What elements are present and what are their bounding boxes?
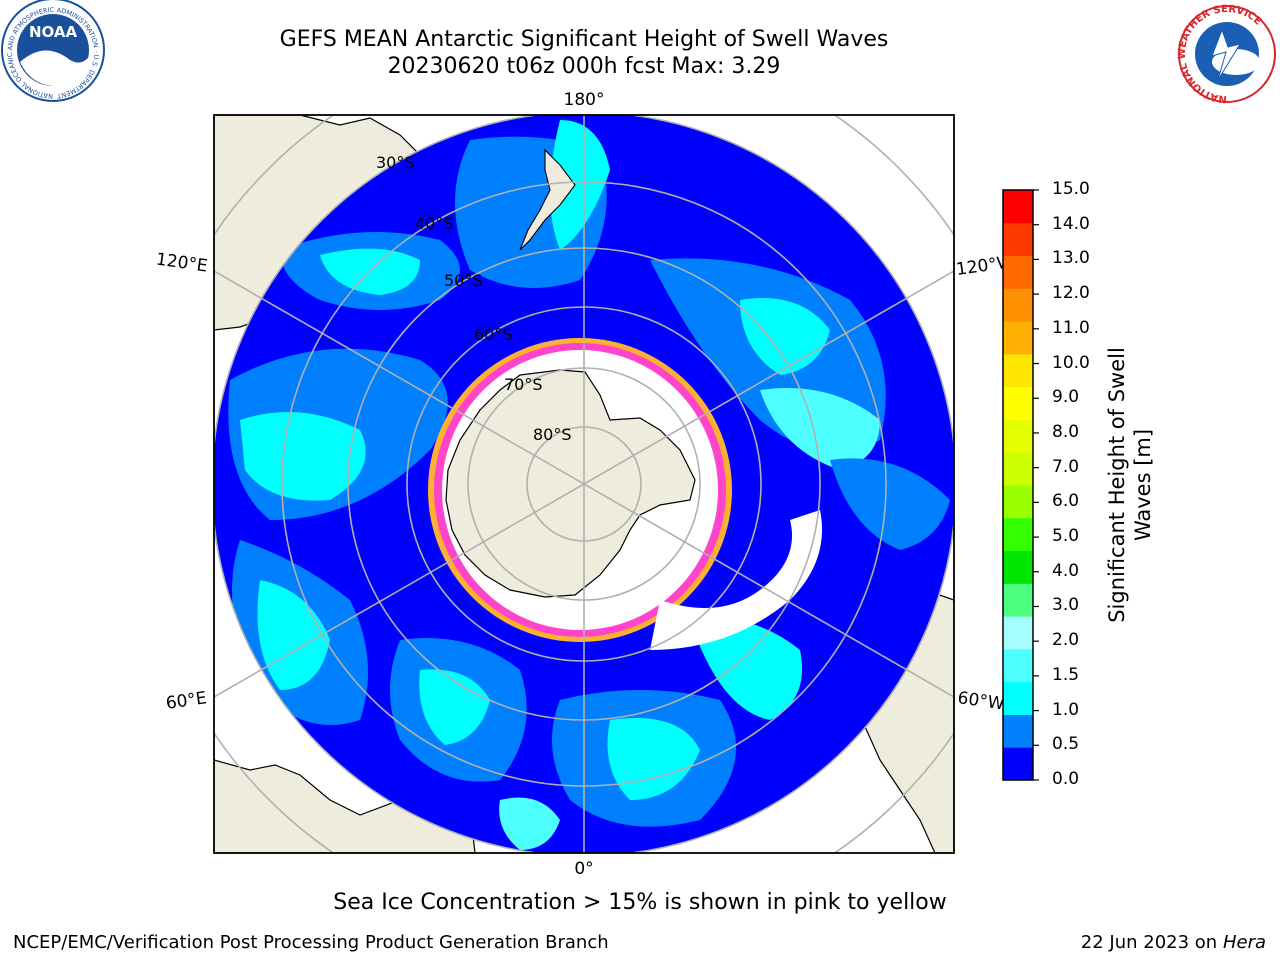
- colorbar-label-line2: Waves [m]: [1131, 428, 1155, 542]
- longitude-labels: 180° 0° 120°E 60°E 120°W 60°W: [155, 90, 1015, 879]
- footer-date-text: 22 Jun 2023 on: [1080, 932, 1218, 953]
- colorbar-segment: [1003, 616, 1033, 650]
- colorbar-frame: [1002, 189, 1034, 781]
- chart-title: GEFS MEAN Antarctic Significant Height o…: [279, 27, 889, 52]
- colorbar-label-line1: Significant Height of Swell: [1105, 347, 1129, 623]
- colorbar-segment: [1003, 583, 1033, 617]
- colorbar-segment: [1003, 222, 1033, 257]
- colorbar-segment: [1003, 386, 1033, 420]
- lat-label-30: 30°S: [376, 153, 415, 172]
- africa-land: [214, 759, 476, 853]
- colorbar-segment: [1003, 681, 1033, 715]
- colorbar: [1002, 189, 1039, 781]
- colorbar-segment: [1003, 550, 1033, 584]
- colorbar-tick-label: 0.5: [1052, 734, 1080, 755]
- colorbar-tick-label: 10.0: [1052, 352, 1090, 373]
- colorbar-tick-label: 13.0: [1052, 248, 1090, 269]
- noaa-gull-icon: [20, 50, 88, 87]
- lat-label-60: 60°S: [474, 325, 513, 344]
- colorbar-tick-label: 1.0: [1052, 699, 1080, 720]
- footer-date: 22 Jun 2023 on Hera: [1081, 932, 1266, 953]
- colorbar-tick-label: 9.0: [1052, 387, 1080, 408]
- colorbar-segment: [1003, 321, 1033, 355]
- colorbar-tick-label: 4.0: [1052, 560, 1080, 581]
- colorbar-segment: [1003, 648, 1033, 683]
- lat-label-50: 50°S: [444, 271, 483, 290]
- lat-label-40: 40°S: [415, 214, 454, 233]
- colorbar-tick-label: 15.0: [1052, 179, 1090, 199]
- colorbar-tick-label: 12.0: [1052, 283, 1090, 304]
- map-area: 30°S 40°S 50°S 60°S 70°S 80°S: [214, 115, 954, 853]
- colorbar-segment: [1003, 419, 1033, 453]
- noaa-logo-text: NOAA: [29, 23, 78, 41]
- lon-label-180: 180°: [564, 90, 605, 110]
- chart-subtitle: 20230620 t06z 000h fcst Max: 3.29: [387, 54, 781, 79]
- latitude-labels: 30°S 40°S 50°S 60°S 70°S 80°S: [376, 153, 572, 444]
- lon-label-120e: 120°E: [155, 250, 209, 277]
- colorbar-segment: [1003, 747, 1033, 781]
- colorbar-segment: [1003, 255, 1033, 289]
- colorbar-tick-label: 11.0: [1052, 317, 1090, 338]
- lon-label-60w: 60°W: [956, 688, 1005, 714]
- sea-ice-note: Sea Ice Concentration > 15% is shown in …: [333, 890, 947, 915]
- lon-label-0: 0°: [574, 859, 593, 879]
- map-frame: [213, 114, 955, 854]
- colorbar-tick-label: 6.0: [1052, 491, 1080, 512]
- colorbar-segment: [1003, 485, 1033, 519]
- colorbar-label: Significant Height of Swell Waves [m]: [1104, 347, 1156, 623]
- lat-label-70: 70°S: [504, 375, 543, 394]
- colorbar-tick-label: 14.0: [1052, 213, 1090, 234]
- footer-system: Hera: [1222, 932, 1266, 953]
- colorbar-segment: [1003, 190, 1033, 224]
- colorbar-segment: [1003, 353, 1033, 388]
- colorbar-tick-label: 7.0: [1052, 456, 1080, 477]
- colorbar-segment: [1003, 714, 1033, 748]
- colorbar-tick-label: 2.0: [1052, 630, 1080, 651]
- graticule: [214, 115, 954, 853]
- colorbar-tick-label: 5.0: [1052, 526, 1080, 547]
- colorbar-tick-label: 1.5: [1052, 664, 1080, 685]
- colorbar-tick-label: 3.0: [1052, 595, 1080, 616]
- antarctica-land: [445, 369, 696, 598]
- colorbar-segment: [1003, 452, 1033, 486]
- colorbar-segment: [1003, 288, 1033, 322]
- colorbar-segment: [1003, 517, 1033, 552]
- noaa-logo: NATIONAL OCEANIC AND ATMOSPHERIC ADMINIS…: [0, 0, 105, 102]
- lon-label-60e: 60°E: [165, 688, 208, 713]
- colorbar-tick-label: 8.0: [1052, 421, 1080, 442]
- lat-label-80: 80°S: [533, 425, 572, 444]
- footer-credit: NCEP/EMC/Verification Post Processing Pr…: [13, 932, 609, 953]
- colorbar-tick-label: 0.0: [1052, 769, 1080, 789]
- nws-logo: NATIONAL WEATHER SERVICE: [1177, 4, 1276, 104]
- nws-lightning-icon: [1211, 28, 1242, 81]
